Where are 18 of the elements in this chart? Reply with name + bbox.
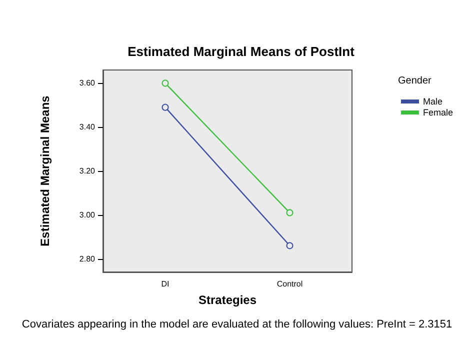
chart-title: Estimated Marginal Means of PostInt	[128, 44, 356, 59]
point	[162, 80, 169, 87]
text: Covariates appearing in the model are evaluated at the following values: PreInt = 2.3151	[22, 318, 452, 330]
x-axis-title: Strategies	[198, 293, 257, 307]
legend-title: Gender	[398, 76, 432, 86]
point	[286, 242, 294, 250]
point	[286, 209, 294, 216]
y-axis-title: Estimated Marginal Means	[38, 95, 52, 246]
y-tick-label: 3.00	[79, 210, 96, 220]
point	[162, 104, 169, 111]
legend-label: Female	[423, 108, 454, 118]
x-tick-label: Control	[276, 280, 303, 288]
y-tick-label: 2.80	[79, 254, 96, 264]
legend-label: Male	[423, 96, 443, 106]
y-tick-label: 3.20	[79, 166, 96, 176]
y-tick-label: 3.60	[79, 78, 96, 88]
x-tick-label: DI	[161, 280, 170, 288]
y-tick-label: 3.40	[79, 122, 96, 132]
